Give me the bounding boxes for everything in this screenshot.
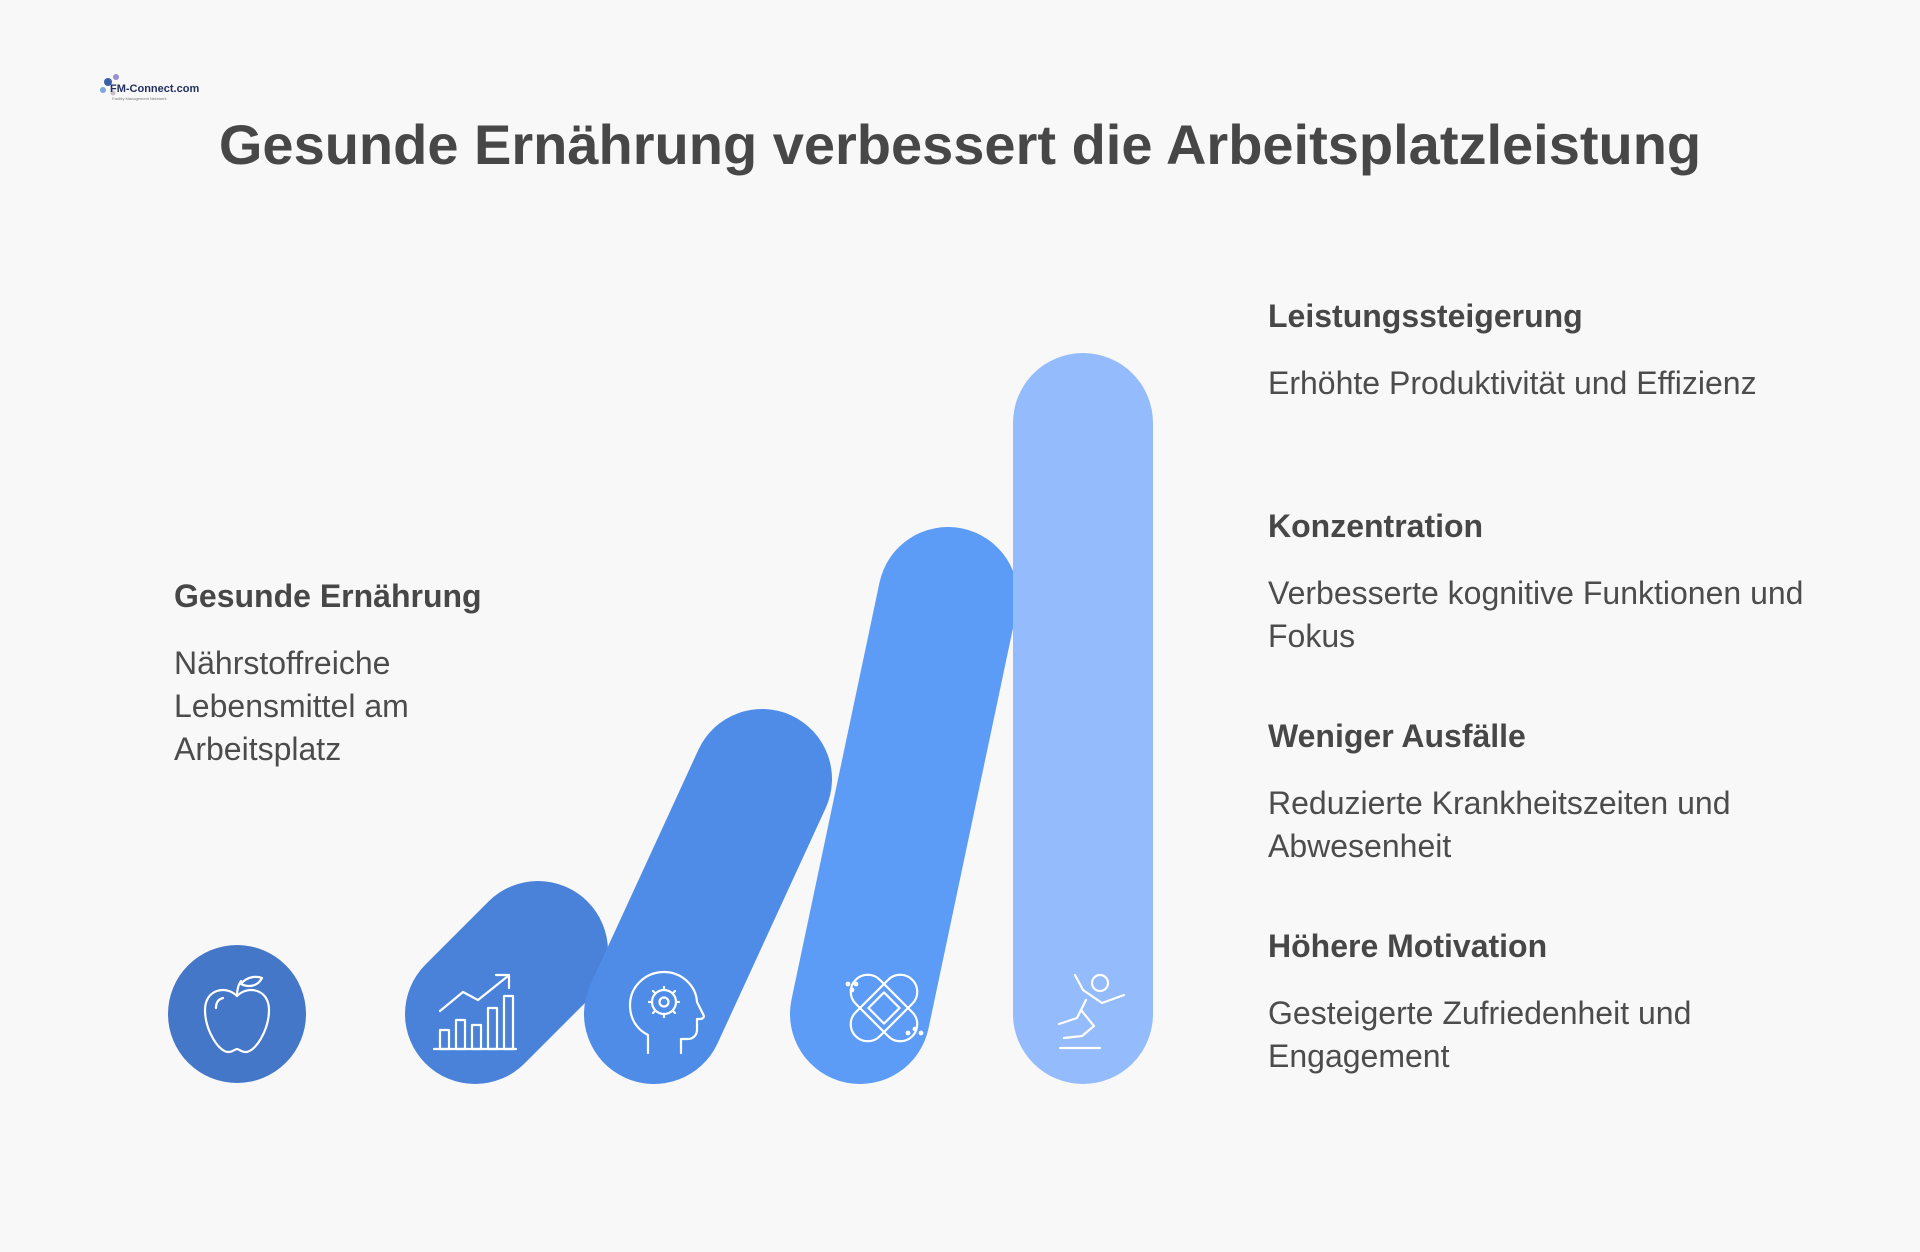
pill-1	[405, 881, 608, 1084]
growth-chart-icon	[432, 973, 518, 1051]
stage-1-block: Leistungssteigerung Erhöhte Produktivitä…	[1268, 296, 1828, 405]
apple-circle	[168, 945, 306, 1083]
jumping-person-icon	[1057, 973, 1126, 1050]
start-description: Nährstoffreiche Lebensmittel am Arbeitsp…	[174, 645, 409, 767]
stage-2-description: Verbesserte kognitive Funktionen und Fok…	[1268, 575, 1804, 654]
pill-2	[584, 709, 832, 1084]
stage-3-block: Weniger Ausfälle Reduzierte Krankheitsze…	[1268, 716, 1828, 868]
page-title: Gesunde Ernährung verbessert die Arbeits…	[218, 113, 1702, 176]
stage-4-block: Höhere Motivation Gesteigerte Zufriedenh…	[1268, 926, 1828, 1078]
progress-pills	[405, 353, 1153, 1084]
stage-2-heading: Konzentration	[1268, 508, 1484, 544]
svg-text:Facility Management Netzwerk: Facility Management Netzwerk	[112, 96, 167, 101]
start-block: Gesunde Ernährung Nährstoffreiche Lebens…	[174, 576, 514, 771]
stage-4-description: Gesteigerte Zufriedenheit und Engagement	[1268, 995, 1692, 1074]
svg-text:FM-Connect.com: FM-Connect.com	[110, 83, 199, 95]
stage-1-description: Erhöhte Produktivität und Effizienz	[1268, 365, 1757, 401]
bandage-icon	[845, 973, 924, 1043]
pill-3	[790, 527, 1018, 1084]
head-gear-icon	[628, 970, 705, 1055]
stage-3-description: Reduzierte Krankheitszeiten und Abwesenh…	[1268, 785, 1731, 864]
stage-2-block: Konzentration Verbesserte kognitive Funk…	[1268, 506, 1828, 658]
start-heading: Gesunde Ernährung	[174, 578, 482, 614]
stage-3-heading: Weniger Ausfälle	[1268, 718, 1526, 754]
logo-mark: FM-Connect.com Facility Management Netzw…	[100, 74, 199, 101]
apple-icon	[203, 975, 271, 1054]
stage-4-heading: Höhere Motivation	[1268, 928, 1548, 964]
stage-1-heading: Leistungssteigerung	[1268, 298, 1583, 334]
